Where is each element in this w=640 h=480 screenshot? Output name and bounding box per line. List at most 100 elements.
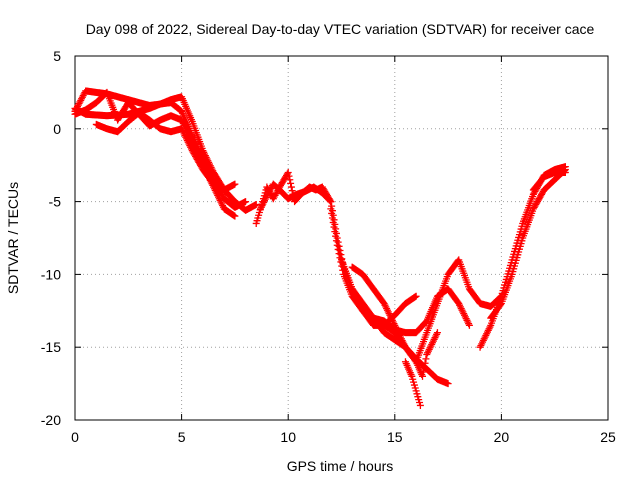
data-point <box>78 95 86 103</box>
data-point <box>212 188 220 196</box>
data-point <box>200 148 208 156</box>
data-point <box>480 335 488 343</box>
axes <box>74 55 609 421</box>
data-point <box>76 98 84 106</box>
x-tick-label: 10 <box>280 429 296 445</box>
data-point <box>456 303 464 311</box>
series-track-10 <box>348 263 452 388</box>
data-point <box>429 339 437 347</box>
y-tick-label: 0 <box>53 121 61 137</box>
data-point <box>215 193 222 201</box>
data-point <box>422 355 430 363</box>
data-point <box>332 232 340 240</box>
data-point <box>459 308 467 316</box>
data-point <box>75 99 83 107</box>
data-point <box>201 152 209 160</box>
y-tick-label: -20 <box>41 412 61 428</box>
data-point <box>465 320 473 328</box>
data-point <box>185 140 193 148</box>
data-point <box>463 316 471 324</box>
data-point <box>426 344 434 352</box>
data-point <box>242 198 250 206</box>
data-point <box>455 300 463 308</box>
data-point <box>477 342 485 350</box>
data-point <box>460 310 468 318</box>
data-point <box>461 311 468 319</box>
data-point <box>497 301 505 309</box>
data-point <box>217 198 225 206</box>
data-point <box>262 193 270 201</box>
data-point <box>430 335 438 343</box>
series-track-4 <box>92 109 239 194</box>
data-point <box>329 219 337 227</box>
data-point <box>458 306 466 314</box>
data-point <box>397 335 405 343</box>
y-tick-label: -5 <box>49 194 62 210</box>
data-point <box>218 200 226 208</box>
data-point <box>231 180 239 188</box>
data-point <box>482 331 490 339</box>
data-point <box>287 183 295 191</box>
data-point <box>476 343 484 351</box>
data-point <box>79 92 87 100</box>
data-point <box>187 145 195 153</box>
data-point <box>424 347 432 355</box>
x-tick-label: 20 <box>494 429 510 445</box>
data-point <box>327 198 335 206</box>
data-point <box>184 138 192 146</box>
data-point <box>186 142 194 150</box>
data-point <box>390 320 398 328</box>
data-point <box>285 172 293 180</box>
data-point <box>260 197 268 205</box>
series-track-1 <box>71 87 250 211</box>
data-point <box>396 331 404 339</box>
plot-border <box>74 55 609 421</box>
data-point <box>429 337 437 345</box>
data-point <box>178 126 186 134</box>
x-tick-label: 0 <box>71 429 79 445</box>
data-point <box>256 205 264 213</box>
data-point <box>204 157 212 165</box>
data-point <box>78 93 86 101</box>
data-point <box>179 128 187 136</box>
data-point <box>483 328 491 336</box>
data-point <box>399 338 407 346</box>
data-point <box>77 96 85 104</box>
data-point <box>433 330 441 338</box>
data-point <box>384 308 392 316</box>
data-point <box>392 325 400 333</box>
y-tick-label: 5 <box>53 48 61 64</box>
data-point <box>201 150 209 158</box>
data-point <box>427 342 435 350</box>
data-point <box>284 168 292 176</box>
series-track-11 <box>359 292 420 329</box>
data-point <box>461 313 469 321</box>
data-point <box>327 205 335 213</box>
data-point <box>205 160 213 168</box>
data-point <box>207 163 215 171</box>
data-point <box>486 323 494 331</box>
data-point <box>209 167 217 175</box>
data-point <box>393 326 401 334</box>
data-point <box>205 158 213 166</box>
data-point <box>391 321 399 329</box>
data-point <box>423 350 431 358</box>
data-point <box>424 349 432 357</box>
data-point <box>485 325 493 333</box>
data-point <box>258 202 266 210</box>
data-point <box>400 340 408 348</box>
data-point <box>412 292 420 300</box>
series-track-12 <box>401 358 424 409</box>
data-point <box>330 223 338 231</box>
data-point <box>259 200 267 208</box>
data-point <box>483 330 491 338</box>
data-point <box>260 198 268 206</box>
data-point <box>431 334 439 342</box>
data-point <box>216 196 224 204</box>
data-point <box>178 125 186 133</box>
data-point <box>214 191 222 199</box>
data-point <box>398 336 406 344</box>
data-point <box>187 143 195 151</box>
data-point <box>219 202 227 210</box>
